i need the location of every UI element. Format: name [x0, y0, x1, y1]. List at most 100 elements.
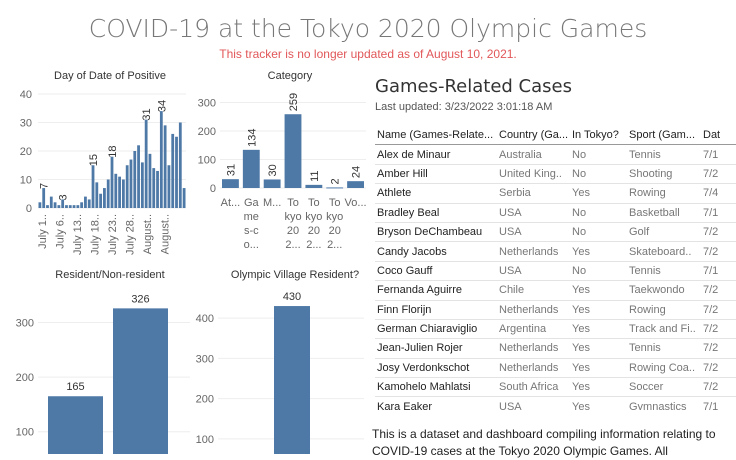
cell-date: 7/2: [703, 226, 719, 239]
bar: [49, 196, 53, 208]
village-chart-title: Olympic Village Resident?: [230, 269, 360, 281]
table-row[interactable]: Fernanda Aguirre Chile Yes Taekwondo 7/2: [375, 281, 736, 301]
cell-in-tokyo: Yes: [572, 303, 590, 316]
bar: [110, 156, 114, 208]
cell-sport: Tennis: [629, 148, 661, 161]
data-label: 3: [58, 194, 70, 200]
table-row[interactable]: Athlete Serbia Yes Rowing 7/4: [375, 184, 736, 204]
village-chart[interactable]: 100 200 300 400 430: [188, 284, 370, 454]
data-label: 430: [283, 291, 301, 303]
cell-in-tokyo: Yes: [572, 342, 590, 355]
table-row[interactable]: Josy Verdonkschot Netherlands Yes Rowing Co…: [375, 359, 736, 379]
bar: [159, 111, 163, 208]
data-label: 165: [66, 381, 84, 393]
cell-name: Kara Eaker: [377, 400, 433, 410]
column-header-name[interactable]: Name (Games-Relate...: [377, 129, 494, 142]
bar: [57, 205, 61, 208]
x-tick-label: July 23..: [107, 214, 119, 255]
bar: [84, 196, 87, 208]
cell-name: German Chiaraviglio: [377, 323, 478, 336]
y-tick-label: 20: [20, 146, 32, 158]
resident-chart[interactable]: 100 200 300 165 326: [0, 284, 200, 454]
cell-sport: Basketball: [629, 206, 680, 219]
games-cases-table[interactable]: Name (Games-Relate... Country (Ga... In …: [375, 126, 736, 410]
cell-country: Argentina: [499, 323, 547, 336]
cell-date: 7/4: [703, 187, 719, 200]
table-row[interactable]: Coco Gauff USA No Tennis 7/1: [375, 262, 736, 282]
category-chart-title: Category: [267, 70, 313, 82]
bar: [167, 165, 171, 208]
data-label: 31: [225, 164, 237, 176]
x-tick-label: 20: [287, 225, 299, 237]
cell-name: Candy Jacobs: [377, 245, 447, 258]
table-row[interactable]: German Chiaraviglio Argentina Yes Track and…: [375, 320, 736, 340]
cell-in-tokyo: No: [572, 167, 587, 180]
y-tick-label: 200: [16, 372, 34, 384]
y-tick-label: 10: [20, 175, 32, 187]
cell-in-tokyo: Yes: [572, 245, 590, 258]
last-updated-label: Last updated: 3/23/2022 3:01:18 AM: [375, 101, 553, 113]
column-header-sport[interactable]: Sport (Gam...: [629, 129, 696, 142]
cell-name: Jean-Julien Rojer: [377, 342, 463, 355]
x-tick-label: July 13..: [72, 214, 84, 255]
bar: [326, 187, 344, 189]
bar: [305, 184, 323, 188]
cell-in-tokyo: Yes: [572, 323, 590, 336]
x-tick-label: Vo...: [345, 197, 367, 209]
bar: [91, 165, 95, 208]
y-tick-label: 100: [16, 427, 34, 439]
table-row[interactable]: Kamohelo Mahlatsi South Africa Yes Soccer 7/…: [375, 378, 736, 398]
x-tick-label: kyo: [284, 211, 301, 223]
y-tick-label: 0: [26, 203, 32, 215]
x-tick-label: July 28..: [125, 214, 137, 255]
bar: [95, 182, 99, 208]
y-tick-label: 300: [198, 98, 216, 110]
bar: [129, 159, 133, 208]
table-row[interactable]: Candy Jacobs Netherlands Yes Skateboard.. 7/…: [375, 242, 736, 262]
dataset-description: This is a dataset and dashboard compilin…: [372, 427, 716, 458]
cell-date: 7/2: [703, 245, 719, 258]
table-row[interactable]: Amber Hill United King.. No Shooting 7/2: [375, 165, 736, 185]
data-label: 259: [288, 93, 300, 111]
x-tick-label: kyo: [305, 211, 322, 223]
column-header-in-tokyo[interactable]: In Tokyo?: [572, 129, 619, 142]
bar: [113, 308, 168, 454]
cell-sport: Track and Fi..: [629, 323, 696, 336]
category-chart[interactable]: 0 100 200 300 31 At... 134 Ga me s-c o... 30 M... 259…: [188, 84, 370, 264]
x-tick-label: 20: [308, 225, 320, 237]
table-row[interactable]: Finn Florijn Netherlands Yes Rowing 7/2: [375, 301, 736, 320]
cell-name: Finn Florijn: [377, 303, 432, 316]
table-row[interactable]: Alex de Minaur Australia No Tennis 7/1: [375, 145, 736, 165]
cell-in-tokyo: No: [572, 226, 587, 239]
table-row[interactable]: Jean-Julien Rojer Netherlands Yes Tennis 7/2: [375, 339, 736, 359]
cell-country: United King..: [499, 167, 562, 180]
bar: [284, 114, 302, 188]
cell-sport: Rowing: [629, 187, 666, 200]
cell-date: 7/2: [703, 284, 719, 297]
bar: [242, 149, 260, 188]
cell-sport: Tennis: [629, 264, 661, 277]
table-header: Name (Games-Relate... Country (Ga... In …: [375, 126, 736, 146]
cell-date: 7/2: [703, 323, 719, 336]
x-tick-label: 2...: [306, 239, 321, 251]
cell-sport: Shooting: [629, 167, 673, 180]
cell-country: Netherlands: [499, 361, 559, 374]
column-header-date[interactable]: Dat: [703, 129, 721, 142]
x-tick-label: To: [287, 197, 299, 209]
cell-name: Fernanda Aguirre: [377, 284, 462, 297]
data-label: 30: [267, 164, 279, 176]
bar: [152, 168, 156, 208]
table-row[interactable]: Kara Eaker USA Yes Gymnastics 7/1: [375, 397, 736, 410]
table-row[interactable]: Bradley Beal USA No Basketball 7/1: [375, 204, 736, 223]
cell-date: 7/1: [703, 148, 719, 161]
column-header-country[interactable]: Country (Ga...: [499, 129, 569, 142]
bar: [76, 205, 80, 208]
data-label: 24: [351, 166, 363, 178]
table-row[interactable]: Bryson DeChambeau USA No Golf 7/2: [375, 223, 736, 243]
cell-in-tokyo: Yes: [572, 400, 590, 410]
bar: [182, 188, 186, 208]
bar: [72, 205, 76, 208]
cell-date: 7/2: [703, 167, 719, 180]
cell-country: Netherlands: [499, 245, 559, 258]
